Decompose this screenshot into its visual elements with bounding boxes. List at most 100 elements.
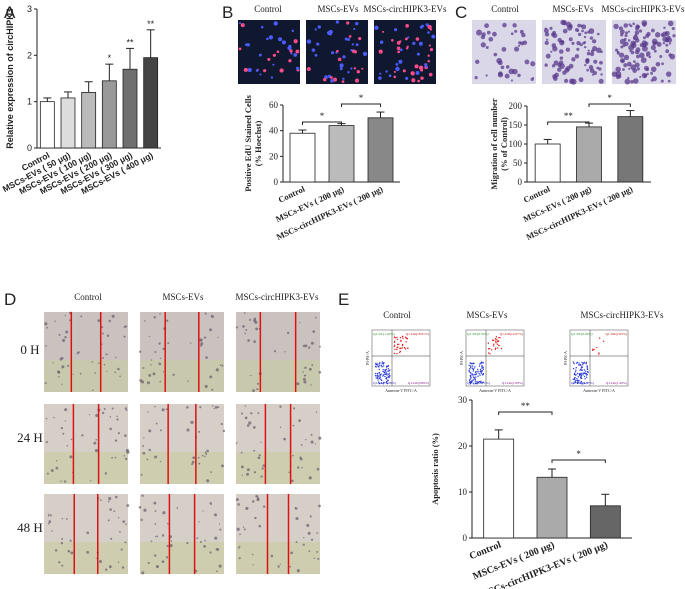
event-dot xyxy=(383,371,386,374)
cell-speck xyxy=(308,550,311,553)
cell-speck xyxy=(60,541,64,545)
cell-speck xyxy=(289,565,292,568)
event-dot xyxy=(403,346,406,349)
event-dot xyxy=(375,366,377,368)
cell-dot xyxy=(278,37,283,42)
cell-dot xyxy=(398,59,403,64)
event-dot xyxy=(393,352,395,355)
event-dot xyxy=(576,381,579,383)
cell-speck xyxy=(94,372,96,374)
event-dot xyxy=(382,382,384,385)
event-dot xyxy=(404,348,407,350)
event-dot xyxy=(481,367,483,369)
event-dot xyxy=(482,381,484,384)
cell-speck xyxy=(95,438,98,441)
cell-speck xyxy=(246,424,250,427)
column-header: Control xyxy=(383,310,411,320)
cell-blob xyxy=(583,35,587,39)
cell-speck xyxy=(97,319,101,323)
cell-speck xyxy=(211,405,214,407)
cell-blob xyxy=(585,58,590,62)
cell-dot xyxy=(288,59,292,63)
cell-blob xyxy=(655,61,661,67)
cell-speck xyxy=(219,364,222,366)
cell-dot xyxy=(353,27,356,30)
cell-blob xyxy=(476,29,483,36)
cell-blob xyxy=(665,43,669,47)
cell-speck xyxy=(198,462,201,465)
y-tick-label: 40 xyxy=(269,126,279,136)
event-dot xyxy=(469,378,471,380)
event-dot xyxy=(375,377,377,379)
cell-blob xyxy=(650,71,654,75)
cell-speck xyxy=(103,363,106,366)
bar xyxy=(536,476,568,539)
cell-speck xyxy=(235,442,238,444)
event-dot xyxy=(476,382,478,385)
event-dot xyxy=(583,361,585,364)
wound-image xyxy=(138,494,224,575)
bar xyxy=(39,101,55,149)
cell-speck xyxy=(296,569,300,573)
cell-speck xyxy=(156,565,159,568)
cell-speck xyxy=(199,406,202,409)
cell-speck xyxy=(106,353,108,356)
cell-speck xyxy=(58,376,60,378)
event-dot xyxy=(572,361,575,363)
axis-label: Annexin-V FITC-A xyxy=(385,388,417,393)
cell-speck xyxy=(124,541,127,544)
cell-blob xyxy=(671,26,675,31)
y-axis-label: Positive EdU Stained Cells xyxy=(243,95,253,192)
event-dot xyxy=(489,353,491,355)
cell-speck xyxy=(256,498,260,502)
cell-speck xyxy=(253,340,256,343)
quadrant-label: Q1-UR(2.65%) xyxy=(605,332,628,336)
cell-speck xyxy=(109,427,112,431)
event-dot xyxy=(487,352,490,354)
cell-dot xyxy=(330,76,333,79)
cell-dot xyxy=(361,67,364,70)
cell-speck xyxy=(107,500,110,503)
cell-speck xyxy=(101,411,105,415)
event-dot xyxy=(598,353,600,355)
cell-dot xyxy=(396,41,401,45)
cell-blob xyxy=(646,72,649,76)
cell-speck xyxy=(45,345,47,347)
cell-blob xyxy=(633,41,636,44)
cell-dot xyxy=(428,44,431,47)
cell-speck xyxy=(58,561,61,564)
cell-dot xyxy=(356,70,360,74)
event-dot xyxy=(580,367,583,369)
quadrant-label: Q1-LL(78.88%) xyxy=(373,381,397,385)
cell-speck xyxy=(258,524,262,528)
cell-speck xyxy=(141,494,144,497)
cell-speck xyxy=(156,535,159,538)
cell-speck xyxy=(69,539,72,542)
cell-blob xyxy=(517,73,521,78)
cell-dot xyxy=(412,41,416,45)
event-dot xyxy=(573,373,576,376)
cell-speck xyxy=(237,547,240,549)
event-dot xyxy=(580,376,582,378)
cell-blob xyxy=(571,57,576,62)
cell-speck xyxy=(239,533,241,536)
cell-speck xyxy=(101,326,104,329)
event-dot xyxy=(385,373,387,376)
event-dot xyxy=(574,381,577,384)
panel-label: D xyxy=(4,290,16,309)
image-tint xyxy=(236,542,320,574)
cell-dot xyxy=(243,67,248,72)
cell-blob xyxy=(624,78,631,85)
cell-blob xyxy=(627,77,630,80)
cell-blob xyxy=(633,78,639,84)
cell-blob xyxy=(493,52,498,57)
cell-blob xyxy=(530,61,536,67)
cell-speck xyxy=(302,543,305,546)
cell-speck xyxy=(169,544,173,548)
cell-blob xyxy=(498,71,503,76)
cell-dot xyxy=(316,42,320,46)
y-tick-label: 3 xyxy=(27,4,32,14)
event-dot xyxy=(491,339,494,341)
cell-dot xyxy=(350,48,353,52)
cell-blob xyxy=(497,60,503,66)
